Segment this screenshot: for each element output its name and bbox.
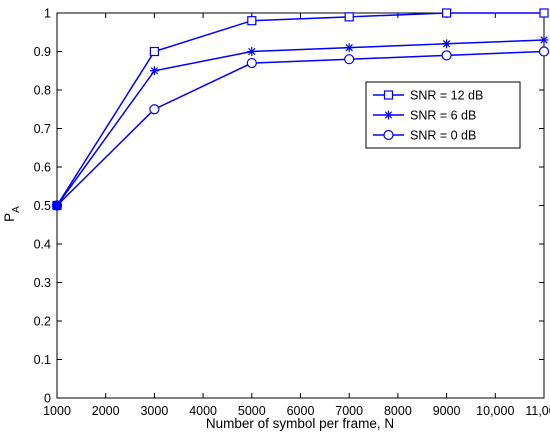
- y-axis-label-subscript: A: [11, 206, 22, 213]
- x-tick-label: 9000: [433, 404, 461, 418]
- y-tick-label: 0.3: [34, 276, 51, 290]
- square-marker: [247, 16, 257, 26]
- star-marker: [539, 35, 549, 45]
- legend-entry-1: SNR = 12 dB: [373, 89, 483, 103]
- y-tick-label: 0: [44, 392, 51, 406]
- x-axis-label: Number of symbol per frame, N: [206, 416, 394, 431]
- x-tick-label: 10,000: [476, 404, 514, 418]
- circle-marker: [344, 54, 355, 65]
- series-3: [51, 46, 550, 211]
- x-tick-label: 8000: [384, 404, 412, 418]
- square-marker: [383, 90, 394, 100]
- legend-label: SNR = 0 dB: [410, 129, 476, 143]
- y-axis-label: PA: [2, 206, 22, 222]
- star-marker: [344, 43, 354, 53]
- x-tick-label: 6000: [287, 404, 315, 418]
- square-marker: [149, 46, 159, 57]
- x-tick-label: 5000: [238, 404, 266, 418]
- circle-marker: [538, 46, 550, 57]
- plot-frame: [56, 12, 545, 399]
- y-tick-label: 0.2: [34, 315, 51, 329]
- x-tick-label: 7000: [335, 404, 363, 418]
- x-tick-label: 11,000: [525, 404, 550, 418]
- series-group: [51, 8, 550, 211]
- y-axis-label-main: P: [2, 213, 17, 222]
- square-marker: [442, 8, 452, 18]
- star-marker: [384, 110, 393, 120]
- legend: SNR = 12 dB SNR = 6 dB SNR = 0 dB: [365, 81, 521, 149]
- y-tick-label: 0.9: [34, 45, 51, 59]
- series-line: [56, 12, 544, 206]
- y-tick-label: 0.5: [34, 199, 51, 213]
- y-tick-label: 0.8: [34, 84, 51, 98]
- x-tick-label: 4000: [189, 404, 217, 418]
- x-tick-label: 2000: [92, 404, 120, 418]
- circle-marker: [441, 50, 452, 61]
- star-marker: [149, 66, 159, 76]
- x-tick-label: 1000: [43, 404, 71, 418]
- square-marker: [344, 12, 354, 22]
- legend-entry-2: SNR = 6 dB: [373, 109, 476, 123]
- axes: 1000 2000 3000 4000 5000 6000 7000 8000 9000 10,0…: [34, 7, 550, 419]
- start-point-marker: [52, 200, 62, 211]
- svg-text:PA: PA: [2, 206, 22, 222]
- y-tick-label: 1: [44, 7, 51, 21]
- y-tick-label: 0.1: [34, 353, 51, 367]
- star-marker: [442, 39, 452, 49]
- legend-label: SNR = 6 dB: [410, 109, 476, 123]
- x-tick-label: 3000: [140, 404, 168, 418]
- legend-label: SNR = 12 dB: [410, 89, 483, 103]
- legend-entry-3: SNR = 0 dB: [373, 129, 476, 143]
- series-line: [56, 50, 545, 207]
- circle-marker: [383, 129, 394, 141]
- star-marker: [247, 47, 257, 56]
- y-tick-label: 0.6: [34, 161, 51, 175]
- series-line: [56, 39, 545, 206]
- y-tick-label: 0.7: [34, 122, 51, 136]
- circle-marker: [149, 104, 160, 115]
- circle-marker: [246, 57, 257, 69]
- y-tick-label: 0.4: [34, 238, 51, 252]
- square-marker: [539, 8, 549, 18]
